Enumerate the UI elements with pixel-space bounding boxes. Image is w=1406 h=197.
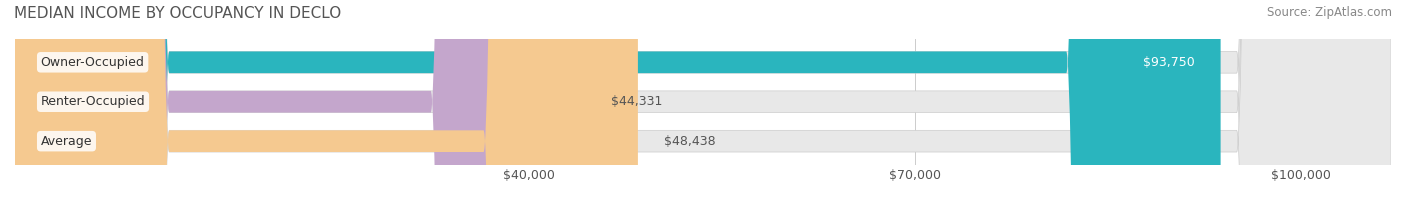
Text: $48,438: $48,438 (664, 135, 716, 148)
FancyBboxPatch shape (15, 0, 1391, 197)
FancyBboxPatch shape (15, 0, 1391, 197)
FancyBboxPatch shape (15, 0, 1220, 197)
FancyBboxPatch shape (15, 0, 638, 197)
Text: MEDIAN INCOME BY OCCUPANCY IN DECLO: MEDIAN INCOME BY OCCUPANCY IN DECLO (14, 6, 342, 21)
Text: Renter-Occupied: Renter-Occupied (41, 95, 145, 108)
FancyBboxPatch shape (15, 0, 585, 197)
Text: $93,750: $93,750 (1143, 56, 1195, 69)
Text: Owner-Occupied: Owner-Occupied (41, 56, 145, 69)
Text: Average: Average (41, 135, 93, 148)
Text: Source: ZipAtlas.com: Source: ZipAtlas.com (1267, 6, 1392, 19)
Text: $44,331: $44,331 (610, 95, 662, 108)
FancyBboxPatch shape (15, 0, 1391, 197)
